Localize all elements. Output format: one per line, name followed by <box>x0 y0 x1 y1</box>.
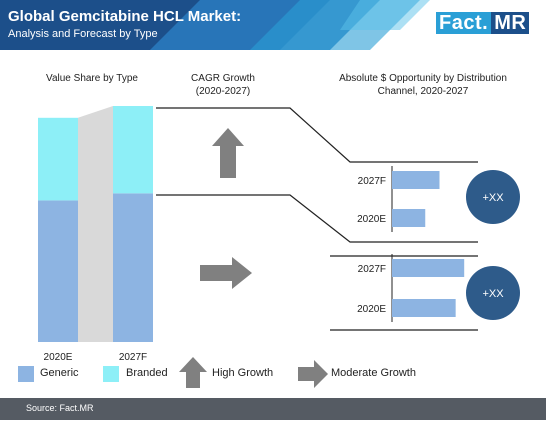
legend-high-growth-arrow-icon <box>179 357 207 388</box>
legend-label-high-growth: High Growth <box>212 367 274 379</box>
bar-category-label: 2020E <box>44 352 73 363</box>
connector-line-upper-top <box>156 107 478 163</box>
opportunity-bar-label: 2020E <box>357 304 386 315</box>
source-note: Source: Fact.MR <box>26 403 94 413</box>
growth-bubble <box>466 266 520 320</box>
high-growth-arrow <box>212 128 244 178</box>
growth-bubble-label: +XX <box>482 288 504 300</box>
header-banner: Global Gemcitabine HCL Market: Analysis … <box>0 0 546 50</box>
factmr-logo: Fact. MR <box>436 12 530 35</box>
moderate-growth-arrow <box>200 257 252 289</box>
connector-line-upper-bottom <box>156 194 478 243</box>
legend-label-branded: Branded <box>126 367 168 379</box>
opportunity-bar-2027f <box>392 171 440 189</box>
logo-text-fact: Fact. <box>436 12 492 34</box>
opportunity-bar-label: 2027F <box>358 264 386 275</box>
opportunity-heading: Absolute $ Opportunity by Distribution C… <box>339 73 507 97</box>
page-subtitle: Analysis and Forecast by Type <box>8 28 158 40</box>
growth-bubble-label: +XX <box>482 192 504 204</box>
cagr-heading: CAGR Growth (2020-2027) <box>191 73 255 97</box>
legend-label-generic: Generic <box>40 367 79 379</box>
value-share-heading: Value Share by Type <box>46 73 138 84</box>
legend-moderate-growth-arrow-icon <box>298 360 328 388</box>
bar-branded-2027f <box>113 106 153 194</box>
growth-bubble <box>466 170 520 224</box>
opportunity-bar-label: 2027F <box>358 176 386 187</box>
bar-connector <box>78 106 113 342</box>
legend-swatch-branded <box>103 366 119 382</box>
footer-bar: Source: Fact.MR <box>0 398 546 420</box>
opportunity-bar-2020e <box>392 299 456 317</box>
opportunity-bar-label: 2020E <box>357 214 386 225</box>
logo-text-mr: MR <box>491 12 530 34</box>
page-title: Global Gemcitabine HCL Market: <box>8 8 242 25</box>
bar-generic-2020e <box>38 200 78 342</box>
legend-label-moderate-growth: Moderate Growth <box>331 367 416 379</box>
bar-branded-2020e <box>38 117 78 201</box>
opportunity-bar-2020e <box>392 209 426 227</box>
bar-generic-2027f <box>113 193 153 342</box>
opportunity-bar-2027f <box>392 259 465 277</box>
chart-canvas: 2020E 2027F 2027F 2020E +XX 2027F 2020E +XX <box>18 106 520 388</box>
legend-swatch-generic <box>18 366 34 382</box>
bar-category-label: 2027F <box>119 352 147 363</box>
